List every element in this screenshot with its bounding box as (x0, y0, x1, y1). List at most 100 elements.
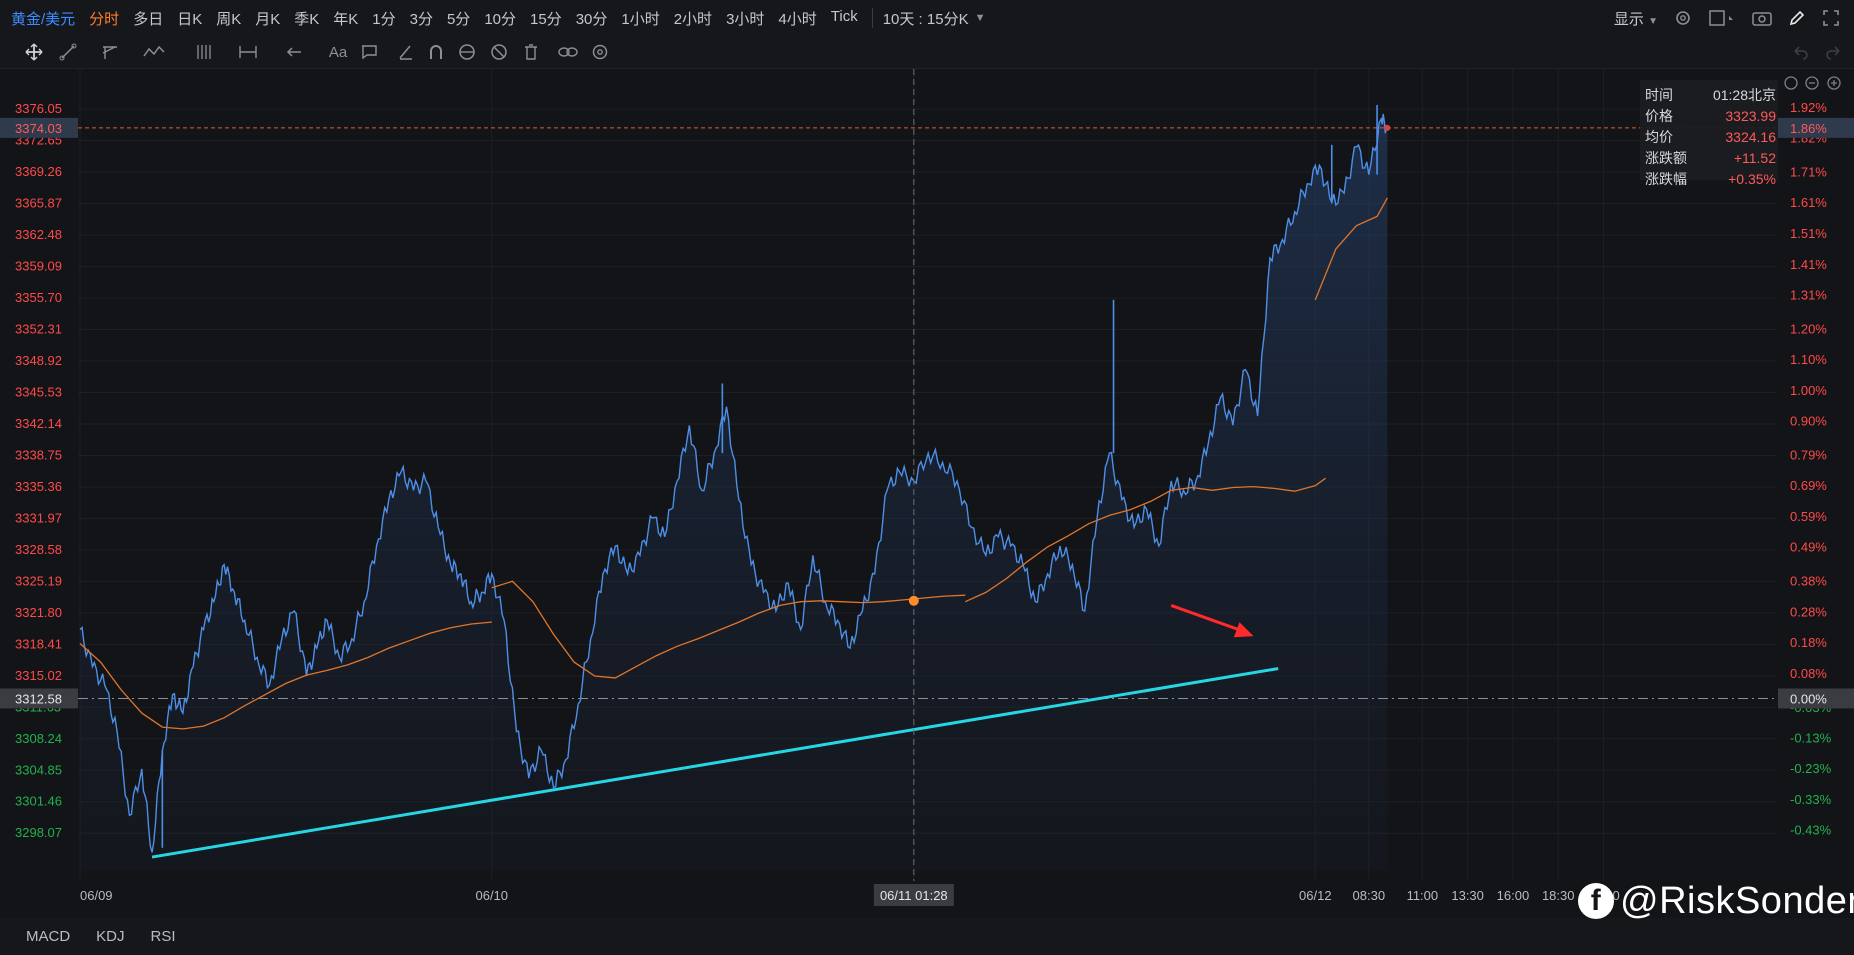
pen-icon[interactable] (1788, 9, 1806, 27)
trash-icon[interactable] (519, 40, 543, 64)
indicator-tab-kdj[interactable]: KDJ (96, 928, 125, 945)
zoom-controls[interactable] (1784, 76, 1841, 90)
y-tick-right: 1.71% (1790, 164, 1827, 179)
period-tab[interactable]: 多日 (133, 10, 164, 28)
brush-icon[interactable] (394, 40, 418, 64)
eye-icon[interactable] (455, 40, 479, 64)
average-line-segment (965, 477, 1326, 603)
tooltip-label: 时间 (1645, 87, 1673, 103)
undo-icon[interactable] (1788, 40, 1812, 64)
link-icon[interactable] (556, 40, 580, 64)
period-tab[interactable]: 10分 (484, 10, 516, 28)
tooltip-label: 均价 (1645, 129, 1673, 145)
period-tab[interactable]: 3小时 (726, 10, 765, 28)
display-button[interactable]: 显示 ▼ (1614, 8, 1658, 29)
y-tick-left: 3318.41 (15, 636, 62, 651)
period-tab[interactable]: 1小时 (621, 10, 660, 28)
y-tick-left: 3362.48 (15, 227, 62, 242)
x-tick-label: 11:00 (1407, 888, 1439, 903)
channel-tool-icon[interactable] (98, 40, 122, 64)
price-line (79, 113, 1388, 853)
tooltip-label: 价格 (1645, 108, 1673, 124)
indicator-tab-rsi[interactable]: RSI (150, 928, 176, 945)
fullscreen-icon[interactable] (1822, 9, 1840, 27)
layout-icon[interactable] (1708, 9, 1736, 27)
period-tab[interactable]: 日K (177, 10, 203, 28)
current-pct-label-bg (1778, 117, 1854, 138)
x-tick-label: 08:30 (1353, 888, 1386, 903)
average-line-segment (491, 580, 966, 679)
settings-icon[interactable] (1674, 9, 1692, 27)
y-tick-left: 3376.05 (15, 101, 62, 116)
price-chart[interactable]: 3376.053372.653369.263365.873362.483359.… (0, 69, 1854, 918)
left-price-axis: 3376.053372.653369.263365.873362.483359.… (0, 101, 78, 840)
redo-icon[interactable] (1822, 40, 1846, 64)
y-tick-left: 3355.70 (15, 290, 62, 305)
fib-tool-icon[interactable] (192, 40, 216, 64)
arrow-tool-icon[interactable] (282, 40, 306, 64)
multi-period-select[interactable]: 10天 : 15分K (882, 10, 969, 28)
period-tab[interactable]: 分时 (89, 10, 120, 28)
measure-tool-icon[interactable] (236, 40, 260, 64)
trendline (151, 667, 1279, 859)
period-tab[interactable]: 30分 (575, 10, 608, 28)
y-tick-left: 3335.36 (15, 479, 62, 494)
period-tab[interactable]: 3分 (409, 10, 433, 28)
x-tick-label: 16:00 (1497, 888, 1530, 903)
reset-icon[interactable] (1784, 76, 1798, 90)
period-tab[interactable]: Tick (830, 7, 858, 25)
y-tick-left: 3338.75 (15, 447, 62, 462)
y-tick-right: 1.31% (1790, 288, 1827, 303)
period-tab[interactable]: 5分 (446, 10, 471, 28)
text-tool-icon[interactable]: Aa (328, 43, 348, 61)
zoom-out-icon[interactable] (1805, 76, 1819, 90)
prev-close-label: 3312.58 (15, 691, 62, 706)
period-tab[interactable]: 年K (333, 10, 359, 28)
tooltip-label: 涨跌幅 (1645, 171, 1687, 187)
period-tab[interactable]: 2小时 (673, 10, 713, 28)
note-tool-icon[interactable] (357, 40, 381, 64)
period-tab[interactable]: 季K (294, 10, 320, 28)
magnet-icon[interactable] (424, 40, 448, 64)
y-tick-right: 0.28% (1790, 604, 1827, 619)
watermark: f @RiskSonder (1578, 876, 1854, 926)
zero-pct-label: 0.00% (1790, 691, 1827, 706)
chevron-down-icon[interactable]: ▼ (974, 12, 986, 24)
period-tab[interactable]: 周K (216, 10, 242, 28)
y-tick-right: 1.00% (1790, 383, 1827, 398)
crosshair-dot (908, 595, 919, 606)
symbol-label[interactable]: 黄金/美元 (11, 10, 76, 28)
line-tool-icon[interactable] (56, 40, 80, 64)
y-tick-left: 3308.24 (15, 731, 62, 746)
gear-icon[interactable] (588, 40, 612, 64)
average-price-line (79, 197, 1388, 730)
y-tick-left: 3328.58 (15, 542, 62, 557)
top-bar: 黄金/美元 分时 多日 日K 周K 月K 季K 年K 1分 3分 5分 10分 15分 30分 1小时 2小… (0, 0, 1854, 36)
y-tick-right: 1.20% (1790, 321, 1827, 336)
tooltip-value: 3323.99 (1725, 108, 1776, 124)
indicator-tab-macd[interactable]: MACD (26, 928, 71, 945)
average-line-segment (1314, 197, 1388, 301)
y-tick-right: 0.08% (1790, 666, 1827, 681)
y-tick-left: 3359.09 (15, 259, 62, 274)
y-tick-right: 1.41% (1790, 257, 1827, 272)
pattern-tool-icon[interactable] (142, 40, 166, 64)
zoom-in-icon[interactable] (1827, 76, 1841, 90)
top-right-controls: 显示 ▼ (1614, 0, 1840, 36)
y-tick-left: 3325.19 (15, 573, 62, 588)
display-label: 显示 (1613, 10, 1644, 28)
camera-icon[interactable] (1752, 9, 1772, 27)
period-tab[interactable]: 4小时 (778, 10, 817, 28)
y-tick-left: 3345.53 (15, 385, 62, 400)
tooltip-value: 01:28北京 (1713, 87, 1776, 103)
drawing-toolbar: Aa (0, 36, 1854, 69)
y-tick-left: 3298.07 (15, 825, 62, 840)
current-pct-label: 1.86% (1790, 121, 1827, 136)
crosshair-icon[interactable] (22, 40, 46, 64)
period-tab[interactable]: 1分 (372, 10, 396, 28)
period-tabs: 分时 多日 日K 周K 月K 季K 年K 1分 3分 5分 10分 15分 30分 1小时 2小时 3小时 4小… (89, 8, 872, 29)
y-tick-right: 0.49% (1790, 540, 1827, 555)
hide-icon[interactable] (487, 40, 511, 64)
period-tab[interactable]: 月K (255, 10, 281, 28)
period-tab[interactable]: 15分 (530, 10, 562, 28)
